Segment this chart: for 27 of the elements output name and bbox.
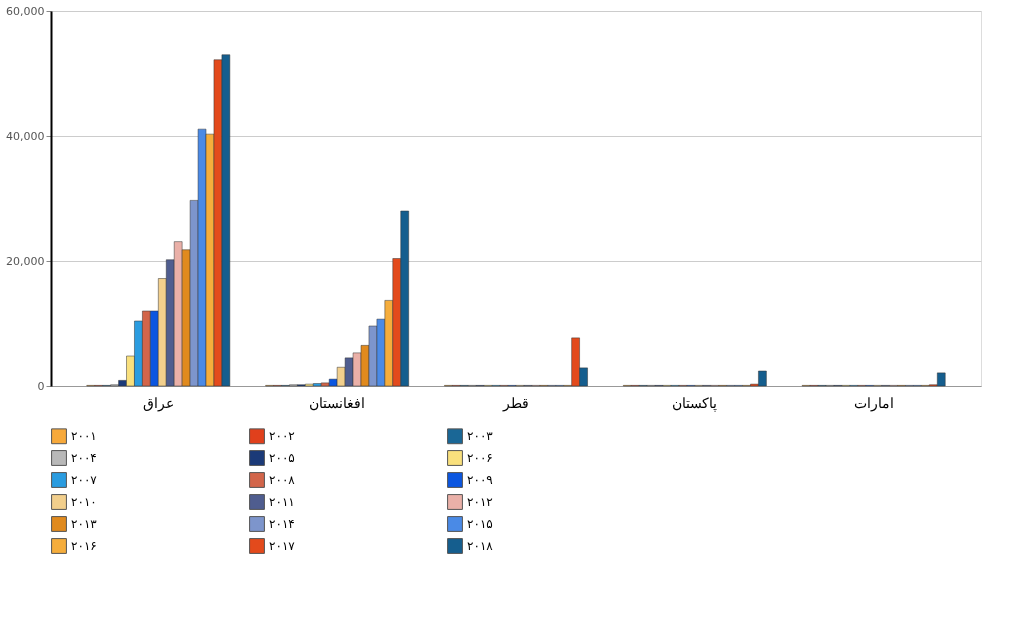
legend-label: ۲۰۰۸ [269,473,296,487]
legend-label: ۲۰۱۸ [467,539,494,553]
y-tick-label: 0 [37,379,45,393]
x-tick-label: امارات [853,394,894,412]
legend-label: ۲۰۰۷ [71,473,98,487]
x-tick-label: افغانستان [309,394,366,411]
legend-label: ۲۰۱۰ [71,495,97,509]
y-tick-label: 20,000 [6,254,45,268]
legend-label: ۲۰۰۴ [71,451,97,465]
legend-label: ۲۰۰۳ [467,429,494,444]
x-tick-label: قطر [502,394,529,412]
legend-label: ۲۰۱۳ [71,517,98,531]
legend-label: ۲۰۱۱ [269,495,295,509]
legend-label: ۲۰۰۲ [269,429,295,444]
legend-label: ۲۰۰۵ [269,451,295,465]
y-tick-label: 40,000 [6,129,45,143]
x-tick-label: پاکستان [672,394,718,412]
legend-label: ۲۰۰۹ [467,473,493,487]
legend-label: ۲۰۱۲ [467,495,493,509]
legend-label: ۲۰۱۶ [71,539,97,553]
legend-label: ۲۰۱۴ [269,517,295,531]
legend-label: ۲۰۰۶ [467,451,493,465]
legend-label: ۲۰۰۱ [71,429,97,444]
x-tick-label: عراق [142,394,174,412]
legend-label: ۲۰۱۷ [269,539,296,553]
y-tick-label: 60,000 [6,4,45,18]
legend-label: ۲۰۱۵ [467,517,493,531]
